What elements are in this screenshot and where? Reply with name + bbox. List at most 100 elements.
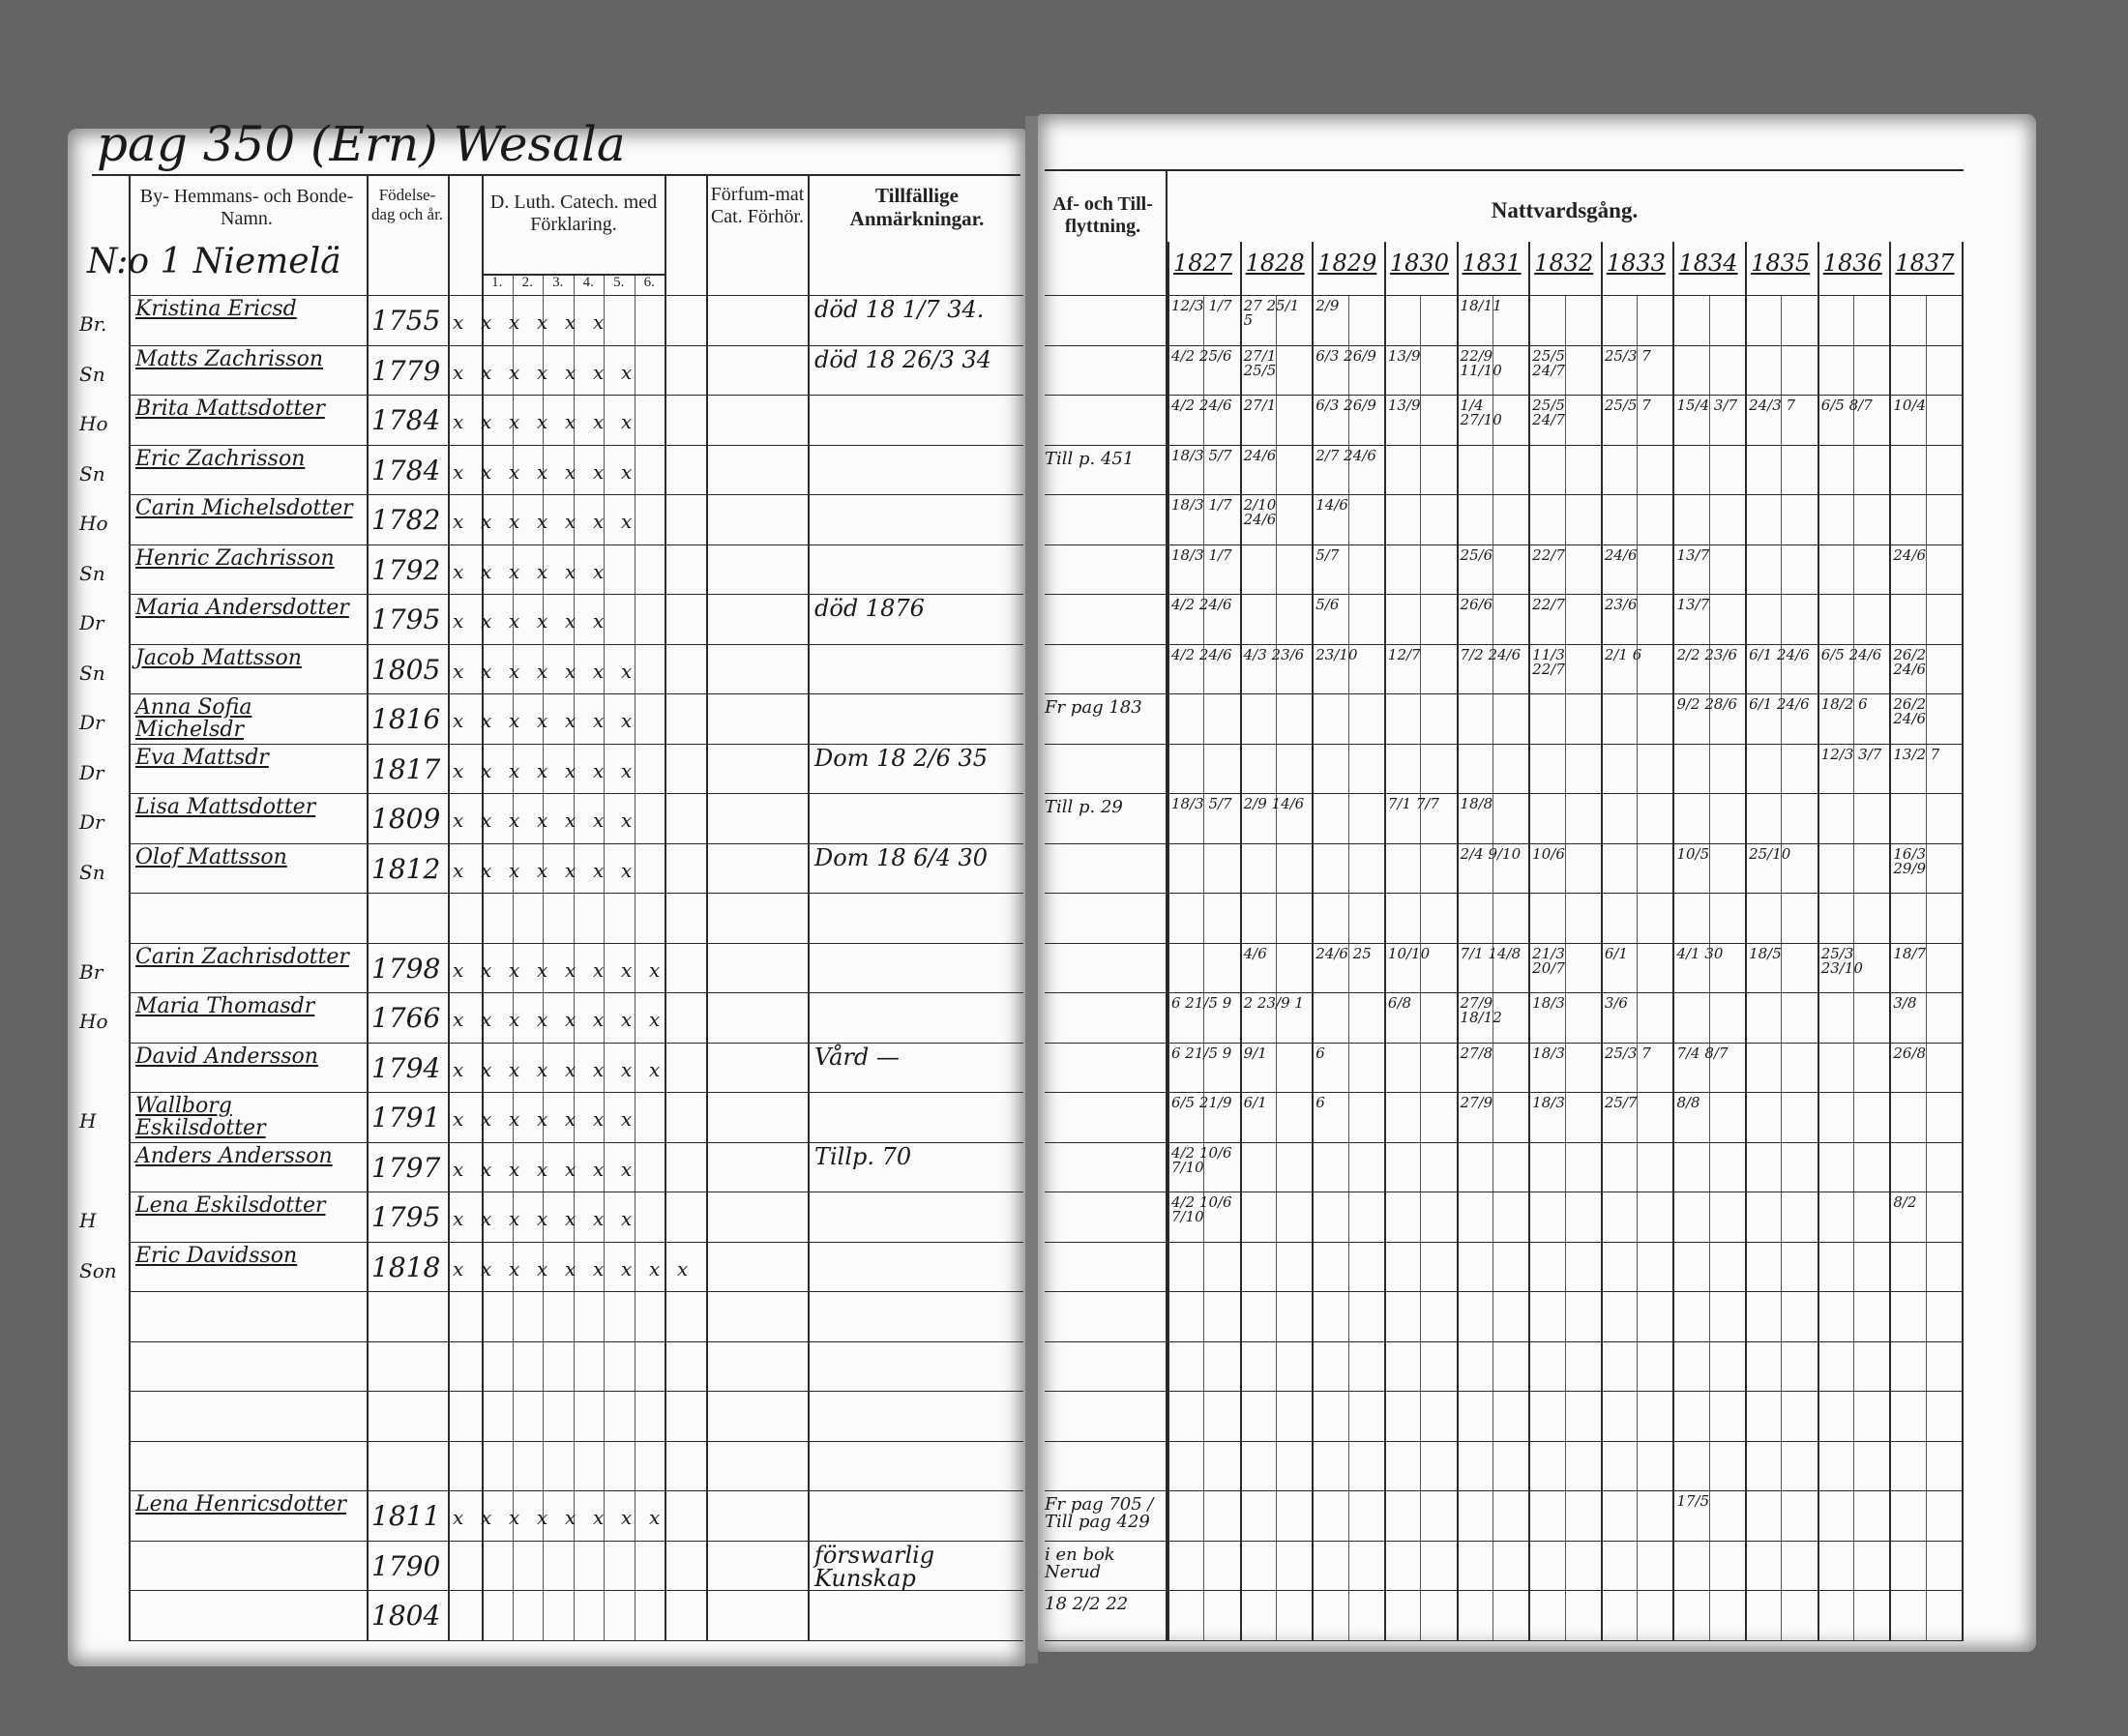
communion-entry: 13/7	[1676, 596, 1710, 613]
catechism-mark: x	[593, 1157, 605, 1181]
catechism-mark: x	[453, 758, 464, 782]
remark-text: Dom 18 2/6 35	[814, 744, 989, 772]
row-rule	[1045, 1639, 1964, 1641]
subcolumn-rule	[543, 276, 544, 1640]
catechism-mark: x	[621, 1506, 633, 1529]
moving-note: 18 2/2 22	[1045, 1594, 1129, 1614]
year-subcolumn-rule	[1708, 295, 1710, 1640]
row-rule	[1045, 544, 1964, 545]
catechism-mark: x	[565, 360, 576, 384]
communion-entry: 6/5 24/6	[1820, 645, 1882, 663]
communion-year: 1830	[1389, 250, 1449, 277]
birth-year: 1797	[371, 1151, 441, 1184]
communion-entry: 6/3 26/9	[1315, 346, 1376, 365]
catechism-mark: x	[593, 1008, 605, 1031]
row-rule	[129, 1540, 1023, 1542]
catechism-mark: x	[537, 609, 548, 633]
catechism-mark: x	[509, 410, 520, 433]
catechism-mark: x	[537, 659, 548, 683]
birth-year: 1811	[371, 1500, 441, 1532]
communion-entry: 10/4	[1893, 397, 1927, 414]
row-rule	[1045, 1590, 1964, 1591]
person-name: Carin Michelsdotter	[135, 496, 353, 520]
communion-entry: 1/4 27/10	[1460, 397, 1502, 428]
catechism-mark: x	[453, 809, 464, 832]
catechism-mark: x	[509, 1157, 520, 1181]
communion-year: 1834	[1678, 250, 1738, 277]
catechism-mark: x	[481, 1057, 492, 1081]
year-subcolumn-rule	[1925, 295, 1927, 1640]
header-name: By- Hemmans- och Bonde-Namn.	[139, 186, 354, 229]
catechism-mark: x	[537, 709, 548, 732]
moving-note: Fr pag 183	[1045, 697, 1142, 718]
row-rule	[1045, 594, 1964, 595]
communion-entry: 18/3	[1532, 1094, 1565, 1111]
catechism-mark: x	[509, 360, 520, 384]
remark-text: Vård —	[814, 1043, 900, 1071]
communion-entry: 2/9 14/6	[1243, 795, 1305, 812]
relation-label: Dr	[79, 711, 104, 734]
catechism-mark: x	[453, 1008, 464, 1031]
communion-entry: 24/6	[1243, 446, 1277, 464]
communion-year: 1829	[1317, 250, 1377, 277]
communion-entry: 18/3 5/7	[1171, 795, 1232, 812]
person-name: Jacob Mattsson	[135, 645, 302, 670]
communion-entry: 9/2 28/6	[1676, 695, 1738, 713]
relation-label: Br	[79, 959, 103, 984]
communion-entry: 23/10	[1315, 645, 1358, 663]
catechism-mark: x	[621, 709, 633, 732]
remark-text: Tillp. 70	[814, 1142, 912, 1170]
catechism-mark: x	[593, 1506, 605, 1529]
catechism-mark: x	[565, 1207, 576, 1230]
catechism-mark: x	[453, 360, 464, 384]
birth-year: 1790	[371, 1549, 441, 1582]
communion-entry: 10/5	[1676, 844, 1710, 863]
row-rule	[1045, 693, 1964, 694]
row-rule	[1045, 395, 1964, 396]
header-rule	[1045, 169, 1964, 171]
moving-note: Till p. 451	[1045, 448, 1135, 469]
catechism-mark: x	[537, 809, 548, 832]
header-rule	[92, 174, 1020, 176]
header-catechism: D. Luth. Catech. med Förklaring.	[489, 191, 658, 235]
catechism-mark: x	[509, 1107, 520, 1131]
relation-label: Sn	[79, 362, 105, 386]
communion-entry: 12/3 3/7	[1820, 745, 1882, 763]
row-rule	[129, 295, 1023, 296]
communion-entry: 15/4 3/7	[1676, 397, 1738, 414]
birth-year: 1795	[371, 603, 441, 635]
catechism-mark: x	[677, 1256, 689, 1280]
catechism-mark: x	[593, 609, 605, 633]
catechism-mark: x	[509, 659, 520, 683]
catechism-mark: x	[593, 510, 605, 533]
catechism-mark: x	[481, 957, 492, 982]
communion-entry: 18/8	[1460, 795, 1493, 812]
catechism-mark: x	[565, 709, 576, 732]
row-rule	[1045, 1141, 1964, 1143]
catechism-mark: x	[537, 758, 548, 782]
catechism-part-number: 5.	[613, 275, 625, 290]
communion-entry: 4/1 30	[1676, 944, 1724, 962]
person-name: Lisa Mattsdotter	[135, 795, 316, 819]
row-rule	[1045, 992, 1964, 993]
communion-entry: 6/1	[1243, 1094, 1267, 1111]
row-rule	[1045, 1340, 1964, 1342]
catechism-mark: x	[481, 758, 492, 782]
catechism-mark: x	[565, 858, 576, 882]
year-subcolumn-rule	[1275, 295, 1277, 1640]
catechism-mark: x	[537, 510, 548, 533]
catechism-mark: x	[593, 758, 605, 782]
person-name: Olof Mattsson	[135, 844, 287, 869]
communion-entry: 26/6	[1460, 596, 1493, 613]
communion-entry: 4/2 10/6 7/10	[1171, 1193, 1232, 1225]
communion-entry: 25/7	[1604, 1094, 1638, 1111]
birth-year: 1779	[371, 354, 441, 387]
relation-label: Dr	[79, 810, 104, 834]
catechism-mark: x	[621, 1157, 633, 1181]
row-rule	[1045, 494, 1964, 495]
catechism-mark: x	[537, 858, 548, 882]
row-rule	[1045, 1540, 1964, 1542]
birth-year: 1755	[371, 305, 441, 337]
catechism-mark: x	[481, 360, 492, 384]
birth-year: 1784	[371, 454, 441, 486]
